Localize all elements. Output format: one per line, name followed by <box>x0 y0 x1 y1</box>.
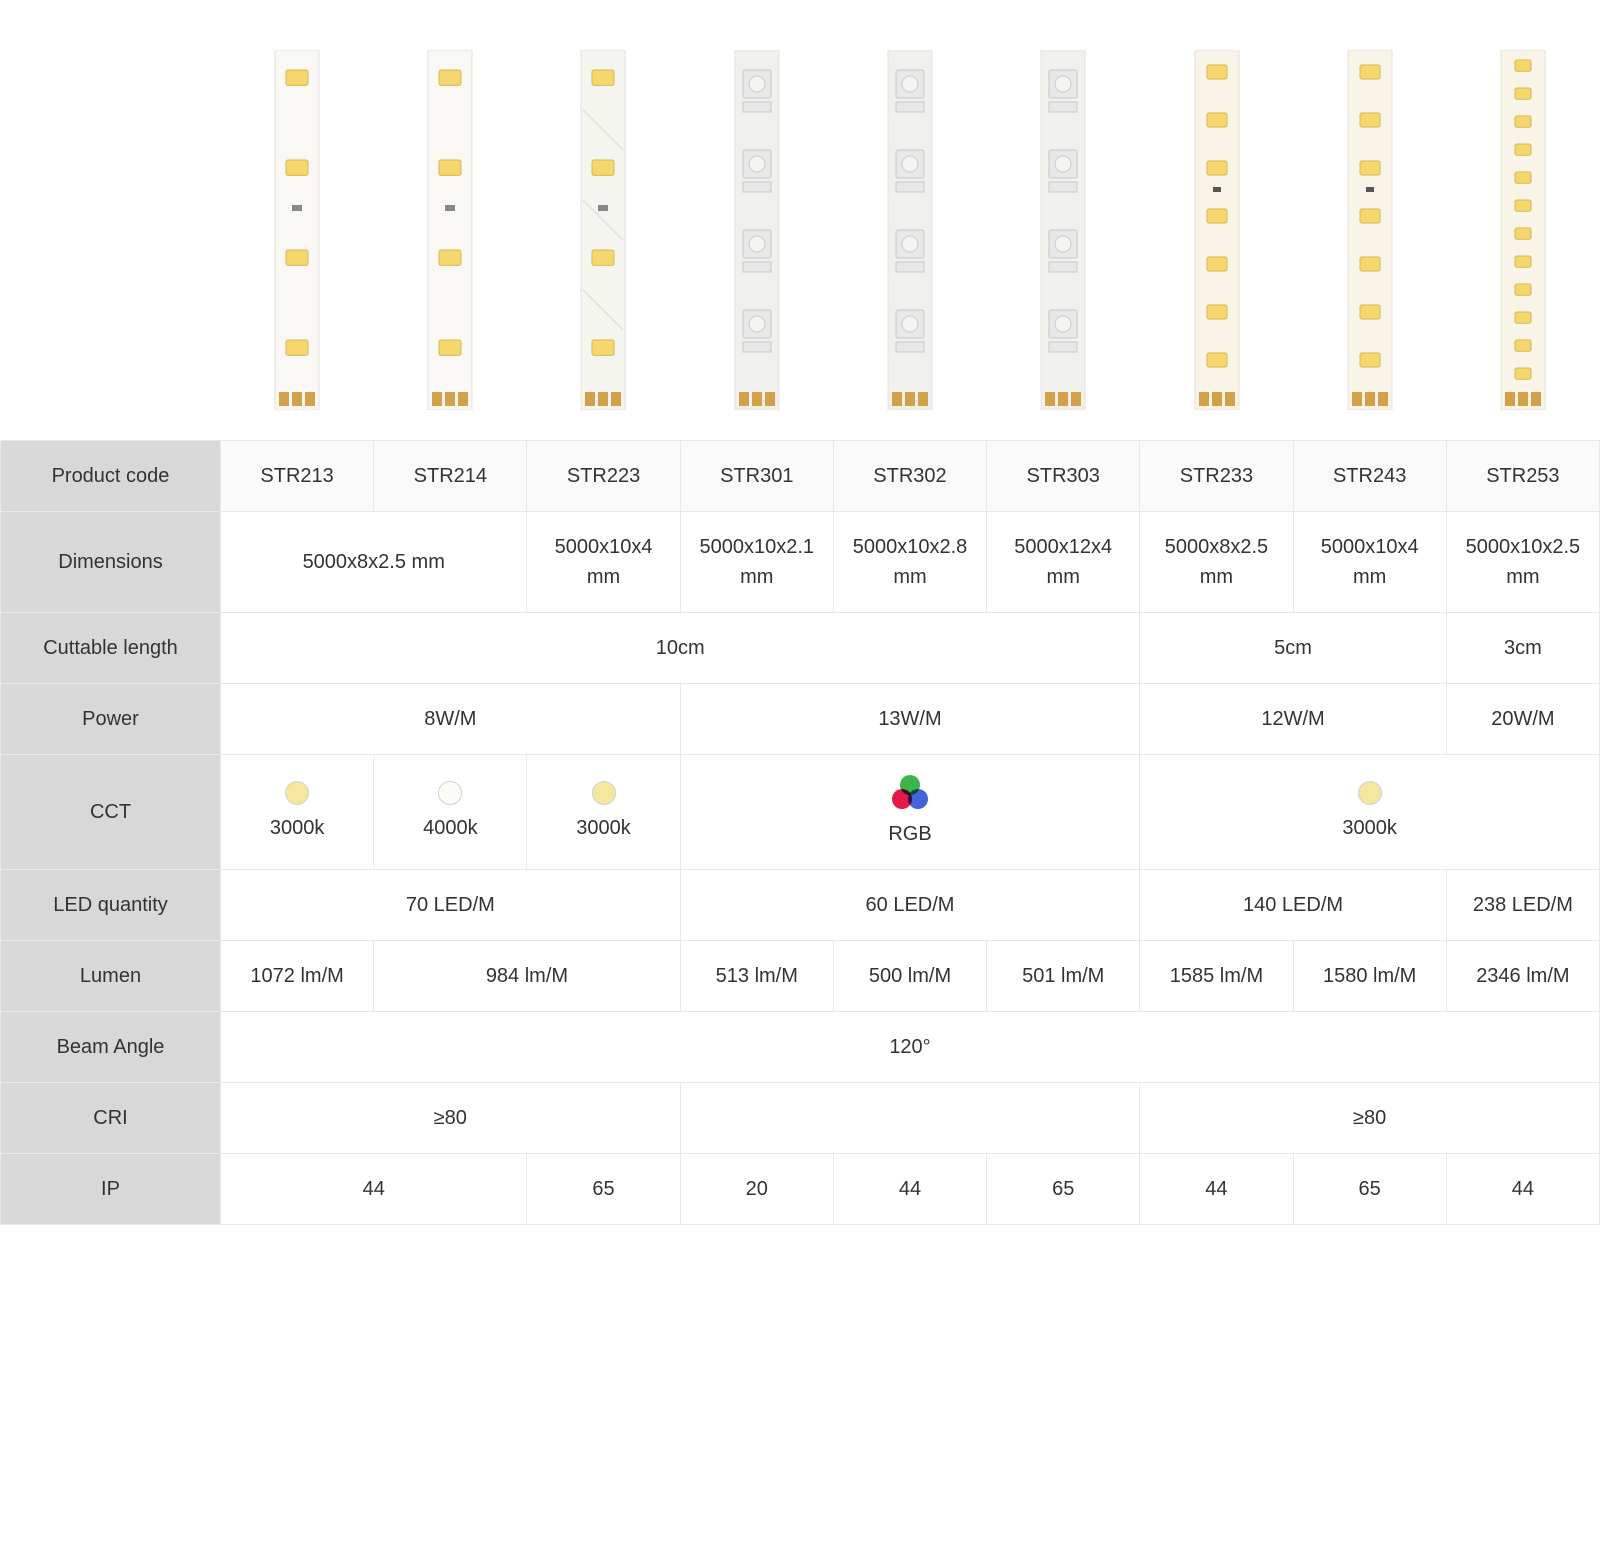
cell-beam-0: 120° <box>221 1012 1600 1083</box>
cct-label: RGB <box>888 819 931 849</box>
cell-ip-4: 65 <box>987 1154 1140 1225</box>
product-image-STR214 <box>373 40 526 420</box>
cell-ip-2: 20 <box>680 1154 833 1225</box>
cct-label: 3000k <box>576 813 631 843</box>
row-header-product_code: Product code <box>1 441 221 512</box>
cell-dimensions-1: 5000x10x4 mm <box>527 512 680 613</box>
rgb-icon <box>892 775 928 811</box>
cell-lumen-3: 500 lm/M <box>833 941 986 1012</box>
cell-cri-0: ≥80 <box>221 1083 681 1154</box>
row-header-ip: IP <box>1 1154 221 1225</box>
cell-lumen-7: 2346 lm/M <box>1446 941 1599 1012</box>
product-image-STR301 <box>680 40 833 420</box>
cct-dot-icon <box>438 781 462 805</box>
row-header-cri: CRI <box>1 1083 221 1154</box>
cct-dot-icon <box>592 781 616 805</box>
cct-dot-icon <box>1358 781 1382 805</box>
cell-ip-5: 44 <box>1140 1154 1293 1225</box>
cell-led_qty-1: 60 LED/M <box>680 870 1140 941</box>
cell-ip-0: 44 <box>221 1154 527 1225</box>
row-header-power: Power <box>1 684 221 755</box>
cell-led_qty-2: 140 LED/M <box>1140 870 1446 941</box>
cell-ip-3: 44 <box>833 1154 986 1225</box>
cell-dimensions-0: 5000x8x2.5 mm <box>221 512 527 613</box>
cell-lumen-1: 984 lm/M <box>374 941 680 1012</box>
cct-label: 3000k <box>270 813 325 843</box>
cell-product-code-1: STR214 <box>374 441 527 512</box>
cct-label: 4000k <box>423 813 478 843</box>
cell-cct-0: 3000k <box>221 755 374 870</box>
cell-lumen-4: 501 lm/M <box>987 941 1140 1012</box>
cell-led_qty-0: 70 LED/M <box>221 870 681 941</box>
cell-dimensions-3: 5000x10x2.8 mm <box>833 512 986 613</box>
row-header-cuttable: Cuttable length <box>1 613 221 684</box>
product-image-STR223 <box>527 40 680 420</box>
cell-dimensions-2: 5000x10x2.1 mm <box>680 512 833 613</box>
product-image-STR303 <box>987 40 1140 420</box>
cell-product-code-3: STR301 <box>680 441 833 512</box>
cell-cri-2: ≥80 <box>1140 1083 1600 1154</box>
row-header-dimensions: Dimensions <box>1 512 221 613</box>
cell-lumen-2: 513 lm/M <box>680 941 833 1012</box>
cell-product-code-5: STR303 <box>987 441 1140 512</box>
cell-power-0: 8W/M <box>221 684 681 755</box>
cell-cri-1 <box>680 1083 1140 1154</box>
cell-product-code-7: STR243 <box>1293 441 1446 512</box>
row-header-cct: CCT <box>1 755 221 870</box>
cell-product-code-4: STR302 <box>833 441 986 512</box>
cell-led_qty-3: 238 LED/M <box>1446 870 1599 941</box>
product-image-STR233 <box>1140 40 1293 420</box>
product-image-STR213 <box>220 40 373 420</box>
product-image-STR243 <box>1293 40 1446 420</box>
spec-table: Product codeSTR213STR214STR223STR301STR3… <box>0 440 1600 1225</box>
cell-ip-7: 44 <box>1446 1154 1599 1225</box>
cell-power-2: 12W/M <box>1140 684 1446 755</box>
cell-ip-1: 65 <box>527 1154 680 1225</box>
row-header-beam: Beam Angle <box>1 1012 221 1083</box>
cell-lumen-0: 1072 lm/M <box>221 941 374 1012</box>
cct-label: 3000k <box>1342 813 1397 843</box>
cell-power-3: 20W/M <box>1446 684 1599 755</box>
cell-product-code-8: STR253 <box>1446 441 1599 512</box>
cell-lumen-6: 1580 lm/M <box>1293 941 1446 1012</box>
cell-power-1: 13W/M <box>680 684 1140 755</box>
cct-dot-icon <box>285 781 309 805</box>
image-spacer <box>0 40 220 420</box>
cell-cct-4: 3000k <box>1140 755 1600 870</box>
row-header-lumen: Lumen <box>1 941 221 1012</box>
cell-ip-6: 65 <box>1293 1154 1446 1225</box>
cell-cuttable-0: 10cm <box>221 613 1140 684</box>
cell-cct-1: 4000k <box>374 755 527 870</box>
cell-dimensions-5: 5000x8x2.5 mm <box>1140 512 1293 613</box>
cell-cct-2: 3000k <box>527 755 680 870</box>
cell-cuttable-2: 3cm <box>1446 613 1599 684</box>
cell-lumen-5: 1585 lm/M <box>1140 941 1293 1012</box>
row-header-led_qty: LED quantity <box>1 870 221 941</box>
cell-product-code-6: STR233 <box>1140 441 1293 512</box>
cell-product-code-0: STR213 <box>221 441 374 512</box>
cell-cuttable-1: 5cm <box>1140 613 1446 684</box>
product-images-row <box>0 0 1600 440</box>
cell-dimensions-7: 5000x10x2.5 mm <box>1446 512 1599 613</box>
cell-cct-3: RGB <box>680 755 1140 870</box>
cell-product-code-2: STR223 <box>527 441 680 512</box>
cell-dimensions-6: 5000x10x4 mm <box>1293 512 1446 613</box>
product-image-STR302 <box>833 40 986 420</box>
cell-dimensions-4: 5000x12x4 mm <box>987 512 1140 613</box>
product-image-STR253 <box>1447 40 1600 420</box>
